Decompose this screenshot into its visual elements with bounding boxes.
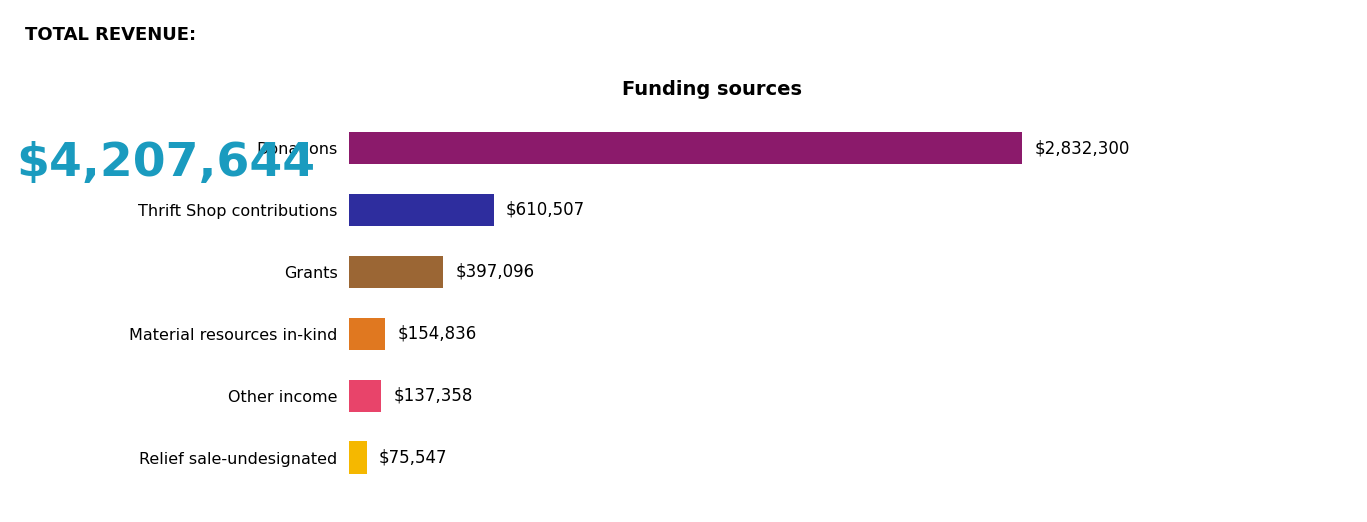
Text: TOTAL REVENUE:: TOTAL REVENUE: (25, 26, 195, 44)
Bar (349, 256, 443, 288)
Text: $4,207,644: $4,207,644 (16, 141, 316, 186)
Title: Funding sources: Funding sources (622, 80, 802, 99)
Text: $397,096: $397,096 (455, 263, 534, 281)
Bar (349, 132, 1023, 164)
Text: $137,358: $137,358 (394, 387, 473, 405)
Bar (349, 379, 381, 412)
Text: $75,547: $75,547 (379, 448, 447, 467)
Bar (349, 442, 366, 473)
Text: $610,507: $610,507 (506, 201, 585, 219)
Bar (349, 194, 493, 226)
Text: $154,836: $154,836 (398, 325, 477, 343)
Bar (349, 317, 385, 350)
Text: $2,832,300: $2,832,300 (1035, 139, 1131, 157)
